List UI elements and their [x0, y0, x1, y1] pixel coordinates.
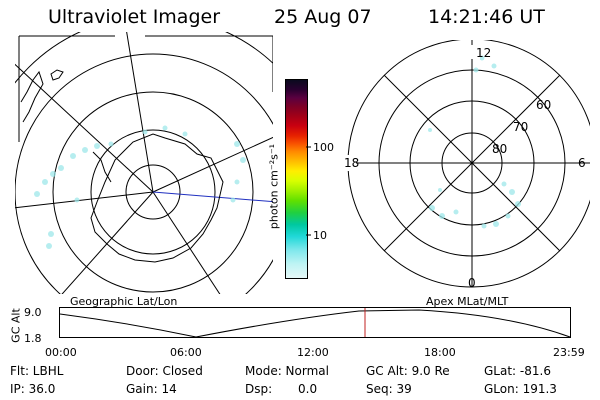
mlt-label-0: 0 — [468, 276, 476, 290]
mlt-label-18: 18 — [344, 156, 360, 170]
continent-outline — [90, 133, 224, 263]
altitude-plot — [59, 307, 571, 338]
ip-info: IP: 36.0 — [10, 382, 56, 396]
geographic-map — [15, 32, 273, 294]
altitude-xtick-2: 12:00 — [297, 346, 329, 359]
altitude-xtick-4: 23:59 — [553, 346, 585, 359]
seq-info: Seq: 39 — [366, 382, 412, 396]
polar-emission — [428, 55, 521, 229]
colorbar-tick-100: 100 — [313, 141, 334, 154]
dsp-value: 0.0 — [298, 382, 318, 396]
peninsula-outline — [92, 151, 112, 183]
terminator-line — [152, 191, 273, 203]
door-info: Door: Closed — [126, 364, 203, 378]
altitude-ylabel: GC Alt — [9, 308, 23, 343]
altitude-curve — [59, 309, 571, 338]
aurora-emission — [34, 125, 246, 249]
geographic-caption: Geographic Lat/Lon — [70, 295, 178, 308]
altitude-xtick-0: 00:00 — [45, 346, 77, 359]
mlat-label-60: 60 — [536, 98, 552, 112]
glon-info: GLon: 191.3 — [484, 382, 557, 396]
mlt-label-12: 12 — [476, 46, 492, 60]
island-outline — [50, 69, 64, 81]
date-label: 25 Aug 07 — [274, 6, 372, 28]
polar-grid — [347, 40, 590, 288]
colorbar — [285, 79, 308, 279]
colorbar-unit-label: photon cm⁻²s⁻¹ — [267, 143, 281, 230]
filter-info: Flt: LBHL — [10, 364, 64, 378]
magnetic-polar-plot — [338, 40, 590, 288]
mlt-label-6: 6 — [578, 156, 586, 170]
colorbar-ticks — [306, 146, 311, 236]
mlat-label-70: 70 — [513, 120, 529, 134]
altitude-ytick-high: 9.0 — [24, 306, 42, 319]
instrument-title: Ultraviolet Imager — [48, 6, 221, 28]
mode-info: Mode: Normal — [245, 364, 329, 378]
altitude-ytick-low: 1.8 — [24, 332, 42, 345]
colorbar-tick-10: 10 — [313, 229, 327, 242]
time-label: 14:21:46 UT — [428, 6, 545, 28]
mlat-label-80: 80 — [492, 142, 508, 156]
gc-alt-info: GC Alt: 9.0 Re — [366, 364, 450, 378]
magnetic-caption: Apex MLat/MLT — [426, 295, 509, 308]
gain-info: Gain: 14 — [126, 382, 177, 396]
dsp-label: Dsp: — [245, 382, 273, 396]
continent-outline-north — [20, 70, 44, 123]
glat-info: GLat: -81.6 — [484, 364, 551, 378]
map-grid — [15, 32, 273, 294]
map-frame — [18, 35, 273, 142]
altitude-xtick-1: 06:00 — [170, 346, 202, 359]
altitude-xtick-3: 18:00 — [424, 346, 456, 359]
